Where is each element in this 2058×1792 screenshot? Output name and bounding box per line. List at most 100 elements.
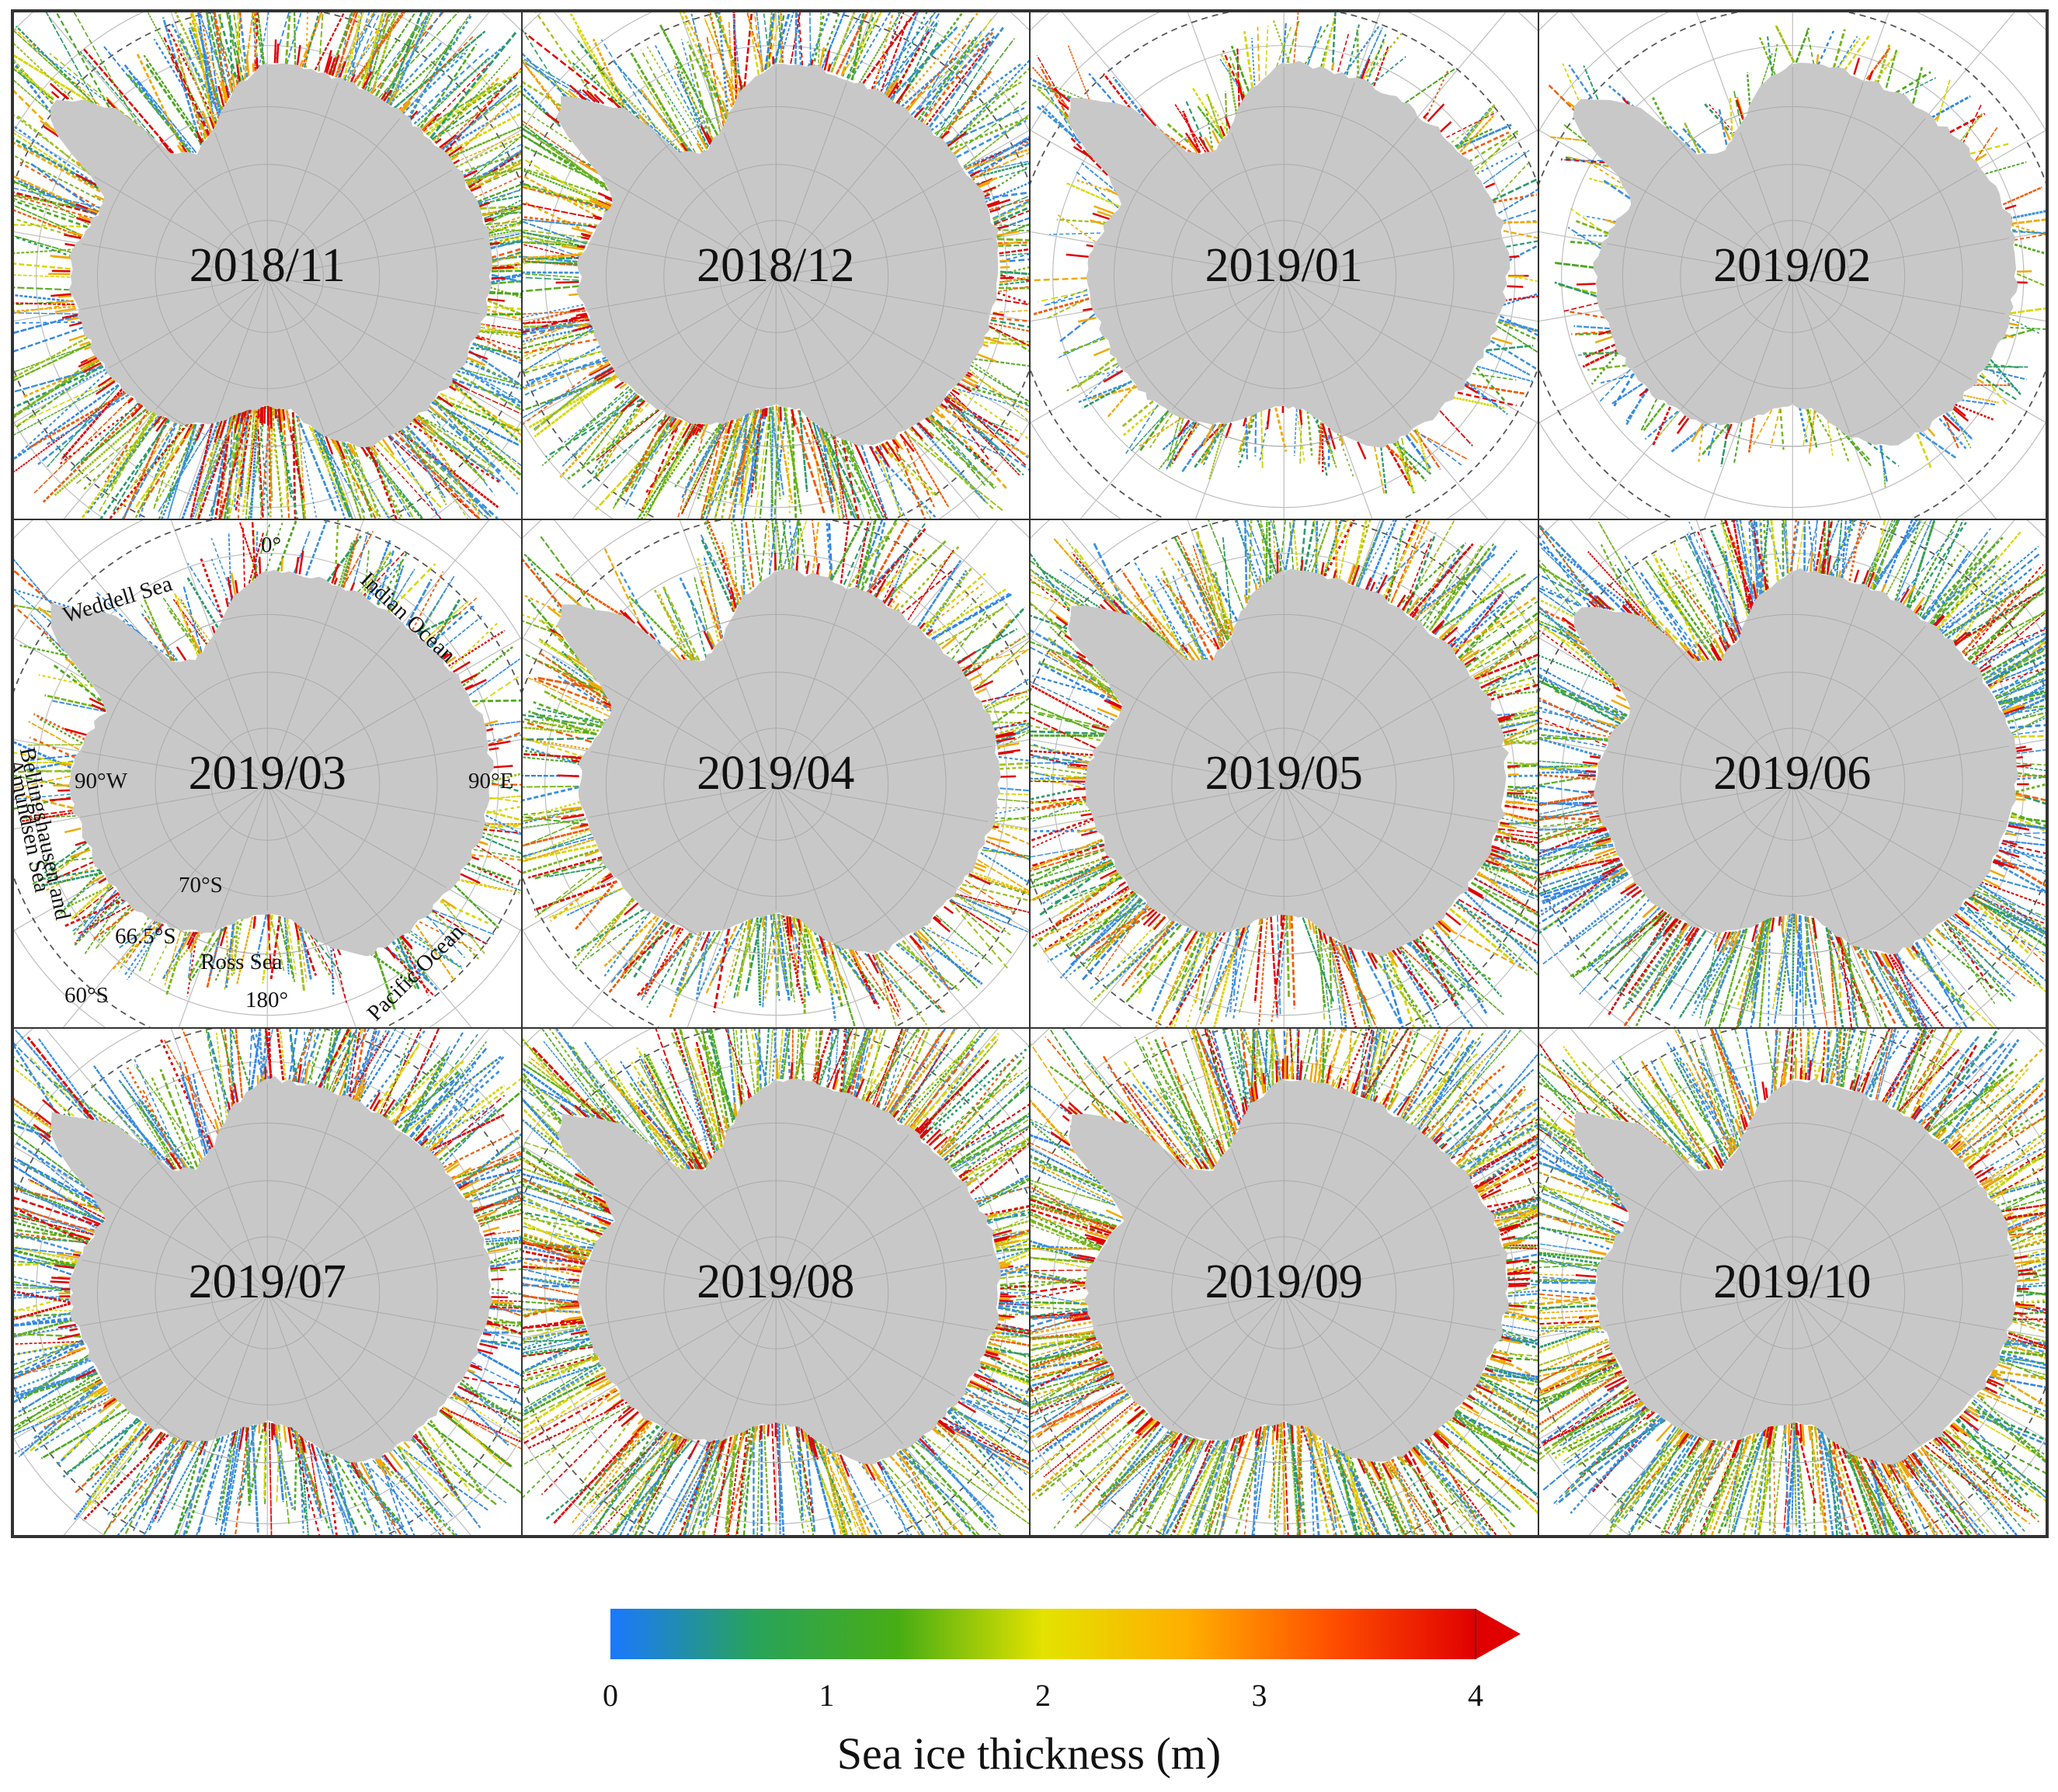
- ice-track: [1217, 641, 1222, 649]
- ice-track: [609, 1435, 681, 1516]
- ice-track: [1358, 27, 1383, 80]
- ice-track: [230, 572, 237, 596]
- meridian-line: [1604, 783, 1792, 818]
- ice-track: [37, 606, 53, 619]
- ice-track: [426, 597, 478, 644]
- ice-track: [355, 1461, 377, 1535]
- ice-track: [14, 248, 75, 255]
- ice-track: [2003, 706, 2025, 715]
- ice-track: [1594, 847, 1615, 857]
- ice-track: [895, 1451, 911, 1471]
- ice-track: [14, 303, 75, 314]
- ice-track: [1125, 929, 1194, 1003]
- ice-track: [787, 916, 793, 937]
- ice-track: [546, 865, 607, 878]
- ice-track: [1507, 773, 1519, 776]
- ice-track: [332, 946, 348, 1004]
- ice-track: [1222, 1028, 1246, 1114]
- ice-track: [843, 1028, 871, 1094]
- ice-track: [214, 416, 233, 519]
- ice-track: [937, 607, 1003, 647]
- ice-track: [589, 197, 611, 209]
- ice-track: [991, 1215, 1029, 1235]
- ice-track: [596, 370, 615, 382]
- ice-track: [1702, 550, 1742, 631]
- ice-track: [1266, 408, 1271, 429]
- ice-track: [522, 1338, 591, 1342]
- ice-track: [1082, 380, 1132, 409]
- ice-track: [1486, 691, 1538, 697]
- ice-track: [565, 654, 586, 668]
- ice-track: [41, 1099, 61, 1115]
- ice-track: [2008, 210, 2046, 220]
- ice-track: [1729, 931, 1740, 954]
- ice-track: [318, 12, 324, 71]
- ice-track: [997, 241, 1018, 246]
- ice-track: [1582, 761, 1597, 766]
- ice-track: [1871, 520, 1899, 591]
- ice-track: [14, 61, 53, 114]
- ice-track: [1951, 915, 2017, 968]
- ice-track: [1718, 928, 1748, 1027]
- ice-track: [214, 12, 234, 92]
- ice-track: [1538, 766, 1596, 774]
- ice-track: [909, 935, 923, 950]
- ice-track: [1396, 947, 1402, 955]
- ice-track: [51, 269, 71, 273]
- ice-track: [990, 721, 1029, 725]
- ice-track: [1093, 904, 1149, 960]
- ice-track: [490, 280, 521, 285]
- ice-track: [996, 731, 1029, 750]
- ice-track: [106, 99, 117, 110]
- ice-track: [1329, 936, 1337, 952]
- meridian-line: [1284, 276, 1463, 380]
- ice-track: [2010, 815, 2046, 823]
- ice-track: [1499, 824, 1517, 830]
- ice-track: [927, 26, 1004, 130]
- ice-track: [646, 423, 694, 515]
- sea-ice-tracks: [522, 520, 1029, 1027]
- ice-track: [522, 1333, 589, 1351]
- ice-track: [1538, 796, 1596, 807]
- polar-map: [14, 12, 521, 519]
- ice-track: [522, 1352, 596, 1374]
- ice-track: [1362, 33, 1403, 82]
- ice-track: [348, 1028, 361, 1099]
- ice-track: [648, 931, 697, 984]
- ice-track: [280, 558, 283, 572]
- ice-track: [218, 1431, 235, 1520]
- ice-track: [487, 1316, 521, 1325]
- ice-track: [938, 1056, 1025, 1155]
- ice-track: [990, 1219, 1029, 1232]
- ice-track: [819, 426, 826, 446]
- ice-track: [189, 927, 226, 982]
- ice-track: [909, 936, 951, 991]
- ice-track: [919, 1127, 932, 1139]
- ice-track: [1502, 728, 1517, 735]
- ice-track: [215, 1032, 228, 1118]
- ice-track: [14, 287, 71, 291]
- ice-track: [453, 1392, 521, 1422]
- ice-track: [17, 179, 97, 216]
- ice-track: [1821, 520, 1833, 575]
- ice-track: [147, 12, 213, 133]
- ice-track: [404, 1033, 478, 1134]
- ice-track: [636, 1419, 650, 1434]
- ice-track: [925, 415, 987, 488]
- ice-track: [1194, 932, 1212, 1004]
- ice-track: [1349, 946, 1358, 963]
- ice-track: [652, 73, 706, 153]
- ice-track: [143, 1440, 192, 1520]
- ice-track: [522, 350, 603, 374]
- ice-track: [1351, 520, 1368, 585]
- ice-track: [1542, 890, 1643, 965]
- meridian-line: [1231, 132, 1285, 277]
- ice-track: [372, 1099, 381, 1112]
- ice-track: [416, 613, 461, 636]
- ice-track: [1267, 520, 1272, 580]
- ice-track: [1429, 927, 1480, 986]
- ice-track: [1663, 630, 1676, 644]
- meridian-line: [1283, 118, 1417, 277]
- ice-track: [811, 520, 819, 577]
- ice-track: [1991, 860, 2046, 894]
